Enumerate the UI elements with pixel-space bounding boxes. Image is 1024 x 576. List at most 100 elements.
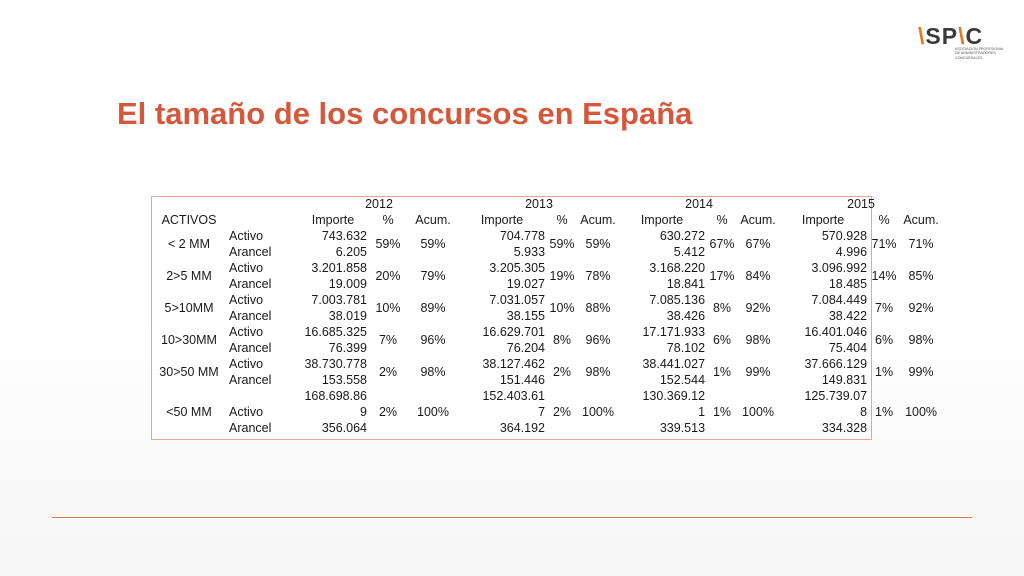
activo-importe: 3.096.992 [811, 261, 868, 275]
activo-importe: 7.031.057 [489, 293, 546, 307]
pct-value: 2% [378, 405, 398, 419]
acum-value: 98% [908, 333, 934, 347]
arancel-importe: 339.513 [659, 421, 706, 435]
pct-value: 1% [875, 365, 894, 379]
activo-importe: 7.003.781 [311, 293, 367, 307]
pct-value: 59% [549, 237, 575, 251]
table-row-activo: 5>10MM Activo 7.003.781 10% 89% 7.031.057 10% 8… [151, 292, 943, 315]
activo-importe: 38.127.462 [482, 357, 546, 371]
pct-header: % [716, 213, 728, 227]
range-label: < 2 MM [167, 237, 211, 251]
pct-value: 19% [549, 269, 575, 283]
arancel-importe: 38.422 [828, 309, 868, 323]
empty-cell [577, 420, 619, 436]
activo-importe: 37.666.129 [804, 357, 868, 371]
table-row-arancel: Arancel 6.205 5.933 5.412 4.996 [151, 244, 943, 260]
pct-header: % [382, 213, 394, 227]
acum-value: 100% [905, 405, 938, 419]
pct-value: 8% [552, 333, 572, 347]
empty-cell [407, 420, 459, 436]
acum-value: 78% [585, 269, 611, 283]
year-header: 2012 [365, 197, 393, 211]
acum-value: 98% [585, 365, 611, 379]
pct-value: 10% [375, 301, 401, 315]
table-row-activo: 10>30MM Activo 16.685.325 7% 96% 16.629.701 8%… [151, 324, 943, 347]
table-row-activo: < 2 MM Activo 743.632 59% 59% 704.778 59% 59% 63… [151, 228, 943, 251]
acum-value: 100% [742, 405, 775, 419]
pct-value: 1% [875, 405, 894, 419]
acum-value: 59% [420, 237, 446, 251]
acum-header: Acum. [903, 213, 939, 227]
arancel-label: Arancel [229, 277, 272, 291]
acum-header: Acum. [415, 213, 451, 227]
pct-value: 1% [712, 365, 732, 379]
table-row-arancel: Arancel 153.558 151.446 152.544 149.831 [151, 372, 943, 388]
acum-value: 100% [417, 405, 449, 419]
empty-cell [869, 388, 899, 404]
pct-value: 59% [375, 237, 401, 251]
year-header-row: 2012 2013 2014 2015 [151, 196, 943, 212]
activo-importe: 17.171.933 [642, 325, 706, 339]
activo-importe: 3.205.305 [489, 261, 546, 275]
arancel-importe: 5.933 [513, 245, 546, 259]
pct-value: 14% [871, 269, 897, 283]
table-row-arancel: Arancel 38.019 38.155 38.426 38.422 [151, 308, 943, 324]
table-row-arancel: Arancel 19.009 19.027 18.841 18.485 [151, 276, 943, 292]
pct-value: 6% [875, 333, 894, 347]
arancel-importe: 364.192 [499, 421, 546, 435]
year-header: 2013 [525, 197, 553, 211]
activo-importe: 630.272 [659, 229, 706, 243]
acum-header: Acum. [580, 213, 616, 227]
activo-importe: 16.685.325 [304, 325, 367, 339]
pct-value: 2% [552, 405, 572, 419]
arancel-importe: 149.831 [821, 373, 868, 387]
activo-importe: 38.441.027 [642, 357, 706, 371]
range-label: 5>10MM [164, 301, 214, 315]
arancel-importe: 19.009 [328, 277, 367, 291]
empty-cell [707, 420, 737, 436]
aspac-logo: \SP\C ASOCIACIÓN PROFESIONAL DE ADMINIST… [918, 22, 1008, 60]
activo-importe: 16.401.046 [804, 325, 868, 339]
empty-cell [151, 420, 227, 436]
activo-label: Activo [229, 357, 264, 371]
range-label: 10>30MM [161, 333, 217, 347]
range-label: 2>5 MM [166, 269, 212, 283]
arancel-label: Arancel [229, 373, 272, 387]
empty-cell [737, 388, 779, 404]
activo-label: Activo [229, 325, 264, 339]
activo-importe-part2: 1 [698, 405, 706, 419]
activo-importe-part2: 9 [360, 405, 367, 419]
activo-importe: 3.201.858 [311, 261, 367, 275]
empty-cell [869, 420, 899, 436]
empty-cell [707, 388, 737, 404]
activo-importe-part1: 125.739.07 [804, 389, 868, 403]
activos-header: ACTIVOS [161, 213, 217, 227]
empty-cell [227, 388, 299, 404]
activo-importe-part2: 8 [860, 405, 868, 419]
activo-importe-part2: 7 [538, 405, 546, 419]
range-label: <50 MM [166, 405, 212, 419]
arancel-importe: 18.485 [828, 277, 868, 291]
arancel-importe: 18.841 [666, 277, 706, 291]
table-row-activo: 30>50 MM Activo 38.730.778 2% 98% 38.127.462 2… [151, 356, 943, 379]
acum-value: 96% [585, 333, 611, 347]
slide-title: El tamaño de los concursos en España [117, 96, 693, 131]
acum-value: 85% [908, 269, 934, 283]
table-row-activo-wrap: 168.698.86 152.403.61 130.369.12 125.739.07 [151, 388, 943, 404]
acum-value: 67% [745, 237, 771, 251]
acum-value: 71% [908, 237, 934, 251]
pct-header: % [878, 213, 890, 227]
pct-value: 7% [875, 301, 894, 315]
empty-cell [369, 388, 407, 404]
year-header: 2015 [847, 197, 875, 211]
activo-label: Activo [229, 261, 264, 275]
activo-importe: 16.629.701 [482, 325, 546, 339]
pct-value: 2% [378, 365, 398, 379]
arancel-label: Arancel [229, 245, 272, 259]
empty-cell [407, 388, 459, 404]
empty-cell [899, 388, 943, 404]
table-row-arancel: Arancel 356.064 364.192 339.513 334.328 [151, 420, 943, 436]
acum-value: 84% [745, 269, 771, 283]
column-header-row: ACTIVOS Importe % Acum. Importe % Acum. … [151, 212, 943, 228]
